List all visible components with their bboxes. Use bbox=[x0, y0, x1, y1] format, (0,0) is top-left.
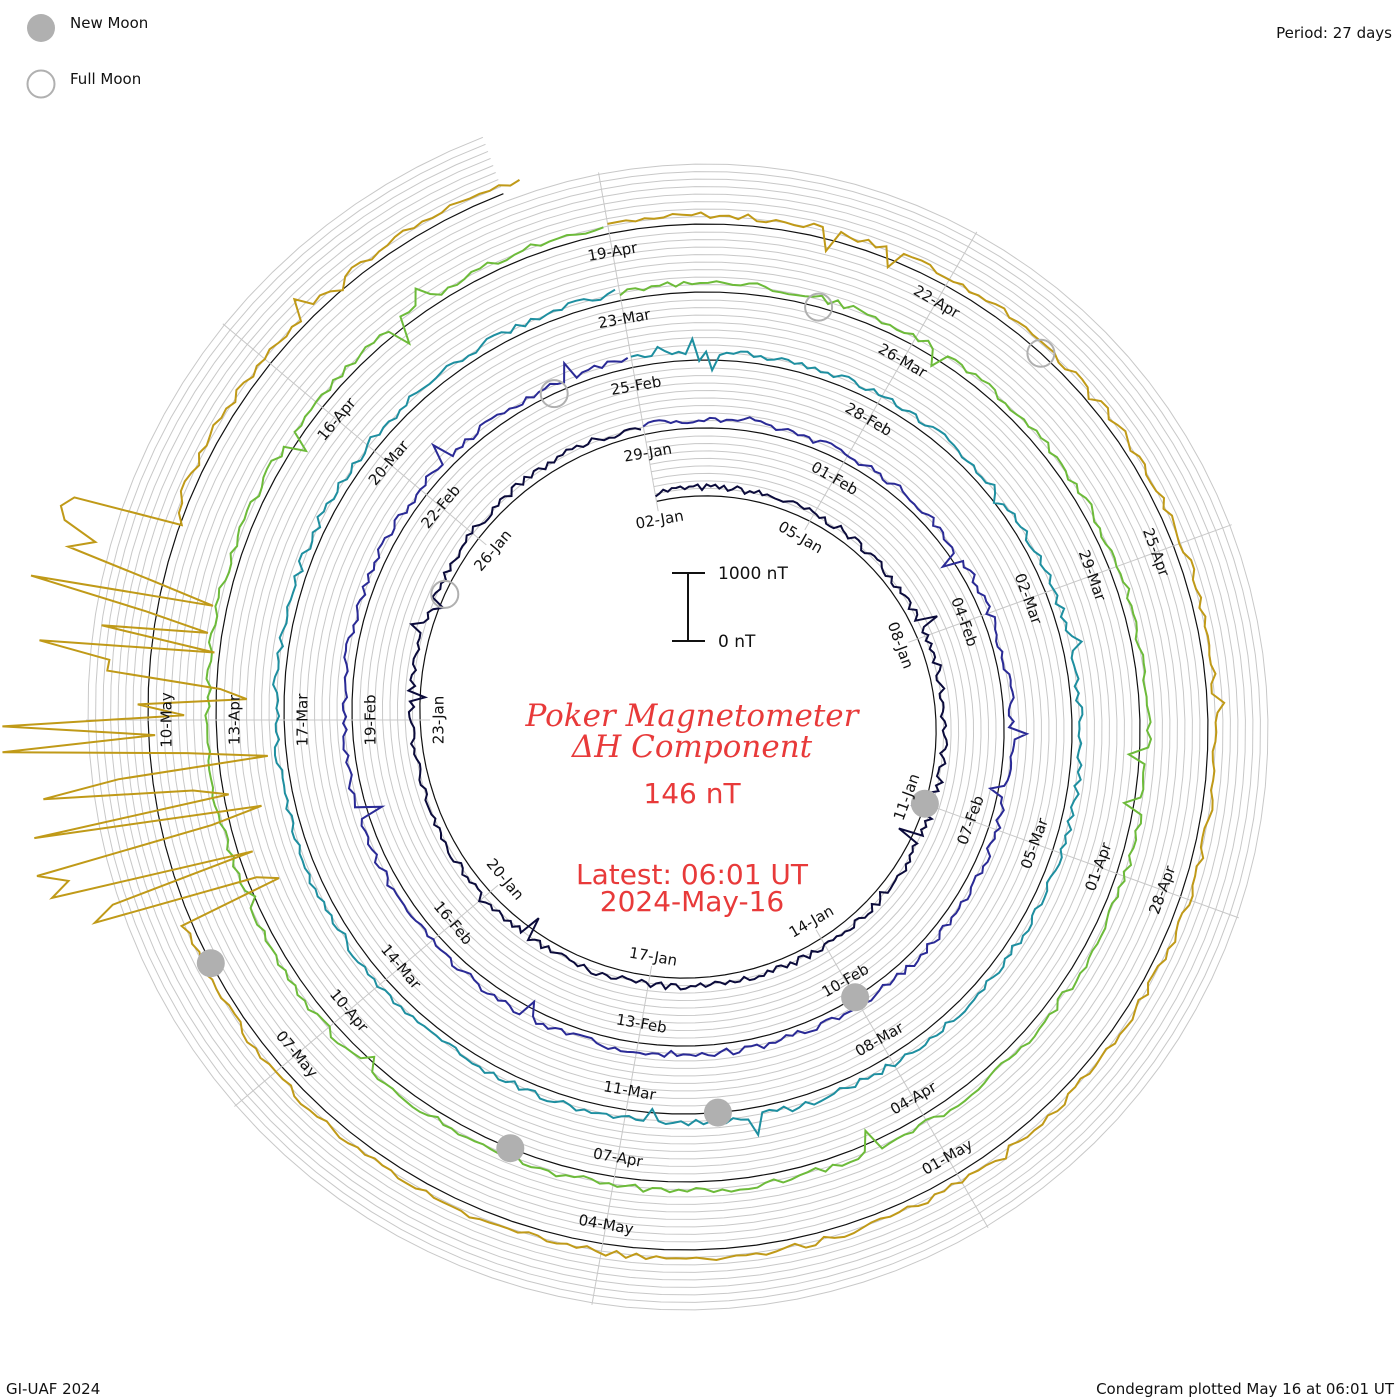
legend-new-moon-label: New Moon bbox=[70, 14, 148, 32]
baseline-spiral bbox=[147, 193, 1209, 1251]
current-value: 146 nT bbox=[643, 777, 741, 810]
date-label: 20-Jan bbox=[483, 855, 528, 904]
date-label: 13-Apr bbox=[226, 694, 244, 745]
date-label: 05-Jan bbox=[775, 517, 826, 557]
date-label: 11-Mar bbox=[602, 1077, 658, 1104]
full-moon-marker bbox=[804, 292, 834, 322]
date-label: 08-Mar bbox=[852, 1018, 907, 1060]
latest-time: Latest: 06:01 UT bbox=[576, 858, 809, 891]
date-label: 19-Feb bbox=[362, 694, 380, 745]
day-spokes bbox=[86, 172, 1239, 1305]
latest-date: 2024-May-16 bbox=[600, 885, 785, 918]
date-label: 07-May bbox=[272, 1027, 322, 1081]
date-label: 01-Feb bbox=[808, 458, 861, 499]
date-label: 01-May bbox=[919, 1135, 976, 1178]
date-label: 04-Apr bbox=[887, 1077, 940, 1118]
full-moon-icon bbox=[26, 69, 56, 99]
scale-grid-line bbox=[125, 172, 1231, 1273]
date-label: 17-Mar bbox=[294, 693, 312, 747]
date-label: 23-Jan bbox=[430, 696, 448, 744]
new-moon-marker bbox=[841, 983, 870, 1012]
spiral-grid bbox=[87, 136, 1269, 1311]
magnetometer-trace bbox=[2, 179, 1226, 1262]
date-label: 17-Jan bbox=[628, 944, 679, 970]
new-moon-marker bbox=[196, 949, 225, 978]
scale-top-label: 1000 nT bbox=[718, 564, 788, 584]
chart-subtitle: ΔH Component bbox=[571, 729, 813, 765]
date-label: 14-Mar bbox=[377, 941, 425, 994]
date-label: 26-Mar bbox=[875, 340, 930, 382]
full-moon-marker bbox=[1026, 338, 1056, 368]
day-spoke bbox=[222, 323, 487, 546]
new-moon-marker bbox=[910, 789, 939, 818]
scale-grid-line bbox=[95, 143, 1261, 1303]
scale-bar: 1000 nT 0 nT bbox=[672, 564, 788, 652]
scale-bottom-label: 0 nT bbox=[718, 632, 756, 652]
scale-grid-line bbox=[110, 157, 1246, 1288]
legend: New Moon Full Moon bbox=[26, 14, 148, 99]
date-label: 28-Feb bbox=[842, 399, 895, 440]
scale-grid-line bbox=[87, 136, 1269, 1311]
date-label: 29-Mar bbox=[1075, 548, 1110, 605]
day-spoke bbox=[598, 172, 659, 512]
new-moon-marker bbox=[703, 1098, 732, 1127]
full-moon-marker bbox=[430, 579, 460, 609]
date-label: 14-Jan bbox=[786, 902, 837, 942]
date-label: 20-Mar bbox=[365, 436, 413, 489]
date-label: 10-May bbox=[158, 692, 176, 748]
footer-plotted: Condegram plotted May 16 at 06:01 UT bbox=[1096, 1380, 1395, 1398]
moon-markers bbox=[196, 292, 1056, 1163]
new-moon-icon bbox=[27, 14, 55, 42]
day-spoke bbox=[908, 524, 1232, 643]
date-label: 26-Jan bbox=[470, 526, 515, 575]
day-spoke bbox=[234, 885, 499, 1107]
chart-title: Poker Magnetometer bbox=[525, 698, 861, 734]
period-label: Period: 27 days bbox=[1276, 24, 1392, 42]
magnetometer-trace-turn-3 bbox=[272, 288, 1084, 1138]
day-spoke bbox=[591, 965, 653, 1305]
date-label: 16-Feb bbox=[430, 898, 477, 949]
day-spoke bbox=[915, 799, 1239, 919]
footer-credit: GI-UAF 2024 bbox=[6, 1380, 100, 1398]
day-spoke bbox=[804, 231, 978, 531]
full-moon-marker bbox=[539, 379, 569, 409]
date-label: 22-Feb bbox=[417, 481, 464, 532]
scale-grid-line bbox=[140, 186, 1216, 1258]
scale-grid-line bbox=[132, 179, 1224, 1266]
date-label: 25-Feb bbox=[609, 372, 662, 399]
scale-grid-line bbox=[102, 150, 1254, 1296]
magnetometer-trace-turn-4 bbox=[204, 226, 1153, 1194]
magnetometer-trace-turn-1 bbox=[406, 427, 949, 991]
date-label: 02-Jan bbox=[634, 507, 685, 533]
date-label: 23-Mar bbox=[597, 305, 653, 332]
scale-grid-line bbox=[117, 165, 1239, 1281]
new-moon-marker bbox=[496, 1134, 525, 1163]
magnetometer-trace-turn-5 bbox=[2, 179, 1226, 1262]
day-spoke bbox=[815, 929, 989, 1228]
date-label: 04-May bbox=[577, 1211, 635, 1238]
legend-full-moon-label: Full Moon bbox=[70, 70, 141, 88]
date-label: 02-Mar bbox=[1011, 571, 1046, 628]
magnetometer-trace-turn-2 bbox=[341, 357, 1030, 1059]
spiral-baseline bbox=[147, 193, 1209, 1251]
